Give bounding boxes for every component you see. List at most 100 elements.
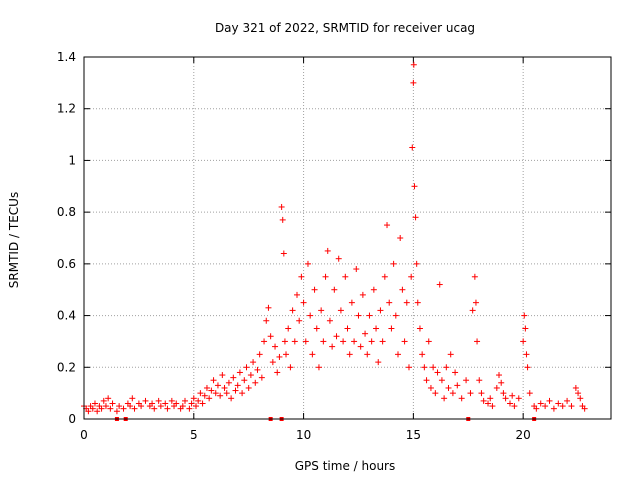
data-point xyxy=(274,369,281,376)
data-point xyxy=(524,364,531,371)
data-point xyxy=(173,400,180,407)
data-point xyxy=(410,79,417,86)
data-point xyxy=(413,260,420,267)
grid xyxy=(84,57,611,419)
data-point xyxy=(157,403,164,410)
data-point xyxy=(430,364,437,371)
data-point xyxy=(355,312,362,319)
data-point xyxy=(379,338,386,345)
data-point xyxy=(340,338,347,345)
data-point xyxy=(408,273,415,280)
data-point xyxy=(568,403,575,410)
data-point xyxy=(386,299,393,306)
plot-frame xyxy=(83,56,612,420)
data-point xyxy=(164,405,171,412)
data-point xyxy=(263,317,270,324)
data-point xyxy=(239,390,246,397)
data-point xyxy=(320,338,327,345)
data-point xyxy=(300,299,307,306)
data-point xyxy=(397,235,404,241)
y-tick-label: 0.8 xyxy=(57,205,76,219)
data-point xyxy=(98,405,105,412)
data-point xyxy=(94,408,101,415)
data-point xyxy=(342,273,349,280)
data-point xyxy=(434,369,441,376)
data-point xyxy=(188,400,195,407)
data-point xyxy=(368,338,375,345)
data-point xyxy=(203,384,210,391)
data-point xyxy=(351,338,358,345)
data-point xyxy=(109,400,116,407)
data-point xyxy=(409,144,416,151)
data-point xyxy=(241,377,248,384)
data-point xyxy=(280,250,287,257)
data-point xyxy=(208,387,215,394)
data-point xyxy=(395,351,402,358)
data-point xyxy=(353,266,360,273)
data-point xyxy=(138,403,145,410)
axis-ticks: 0 0.2 0.4 0.6 0.8 1 1.2 1.4 0 5 10 15 20 xyxy=(57,50,611,442)
data-point xyxy=(555,400,562,407)
data-point xyxy=(100,397,107,404)
data-point xyxy=(333,333,340,340)
data-point xyxy=(348,299,355,306)
data-point xyxy=(474,338,481,345)
data-point xyxy=(228,395,235,402)
data-point xyxy=(581,405,588,412)
data-point xyxy=(526,390,533,397)
data-point xyxy=(487,395,494,402)
data-point xyxy=(542,403,549,410)
data-point xyxy=(105,395,112,402)
data-point xyxy=(245,384,252,391)
data-point xyxy=(214,382,221,389)
data-point xyxy=(195,397,202,404)
data-point xyxy=(186,405,193,412)
data-point xyxy=(370,286,377,293)
data-point xyxy=(480,397,487,404)
data-point xyxy=(291,338,298,345)
data-point xyxy=(168,397,175,404)
data-point xyxy=(359,291,366,298)
x-tick-label: 20 xyxy=(516,428,531,442)
x-tick-label: 0 xyxy=(80,428,88,442)
data-point xyxy=(162,400,169,407)
data-point xyxy=(89,405,96,412)
data-point xyxy=(311,286,318,293)
data-point xyxy=(436,281,443,288)
data-point xyxy=(403,299,410,306)
data-point xyxy=(206,395,213,402)
data-point xyxy=(296,317,303,324)
y-axis-label: SRMTID / TECUs xyxy=(7,192,21,288)
data-point xyxy=(302,338,309,345)
data-point xyxy=(410,61,417,68)
data-point xyxy=(279,216,286,223)
data-point xyxy=(113,408,120,415)
data-point xyxy=(419,351,426,358)
data-point xyxy=(472,299,479,306)
data-point xyxy=(399,286,406,293)
y-tick-label: 0 xyxy=(68,412,76,426)
data-point xyxy=(515,395,522,402)
data-point xyxy=(335,255,342,262)
data-point xyxy=(252,379,259,386)
data-point xyxy=(414,299,421,306)
data-point xyxy=(269,359,276,366)
data-point xyxy=(243,364,250,371)
data-point xyxy=(523,351,530,358)
data-point xyxy=(309,351,316,358)
data-point xyxy=(511,403,518,410)
data-point xyxy=(522,325,529,332)
data-point xyxy=(364,351,371,358)
data-point xyxy=(377,307,384,314)
x-axis-label: GPS time / hours xyxy=(295,459,396,473)
data-point xyxy=(375,359,382,366)
data-point xyxy=(318,307,325,314)
data-point xyxy=(217,392,224,399)
data-point xyxy=(344,325,351,332)
data-point xyxy=(572,384,579,391)
data-point xyxy=(471,273,478,280)
data-point xyxy=(559,403,566,410)
data-point xyxy=(496,372,503,379)
data-point xyxy=(324,247,331,254)
data-point xyxy=(493,384,500,391)
